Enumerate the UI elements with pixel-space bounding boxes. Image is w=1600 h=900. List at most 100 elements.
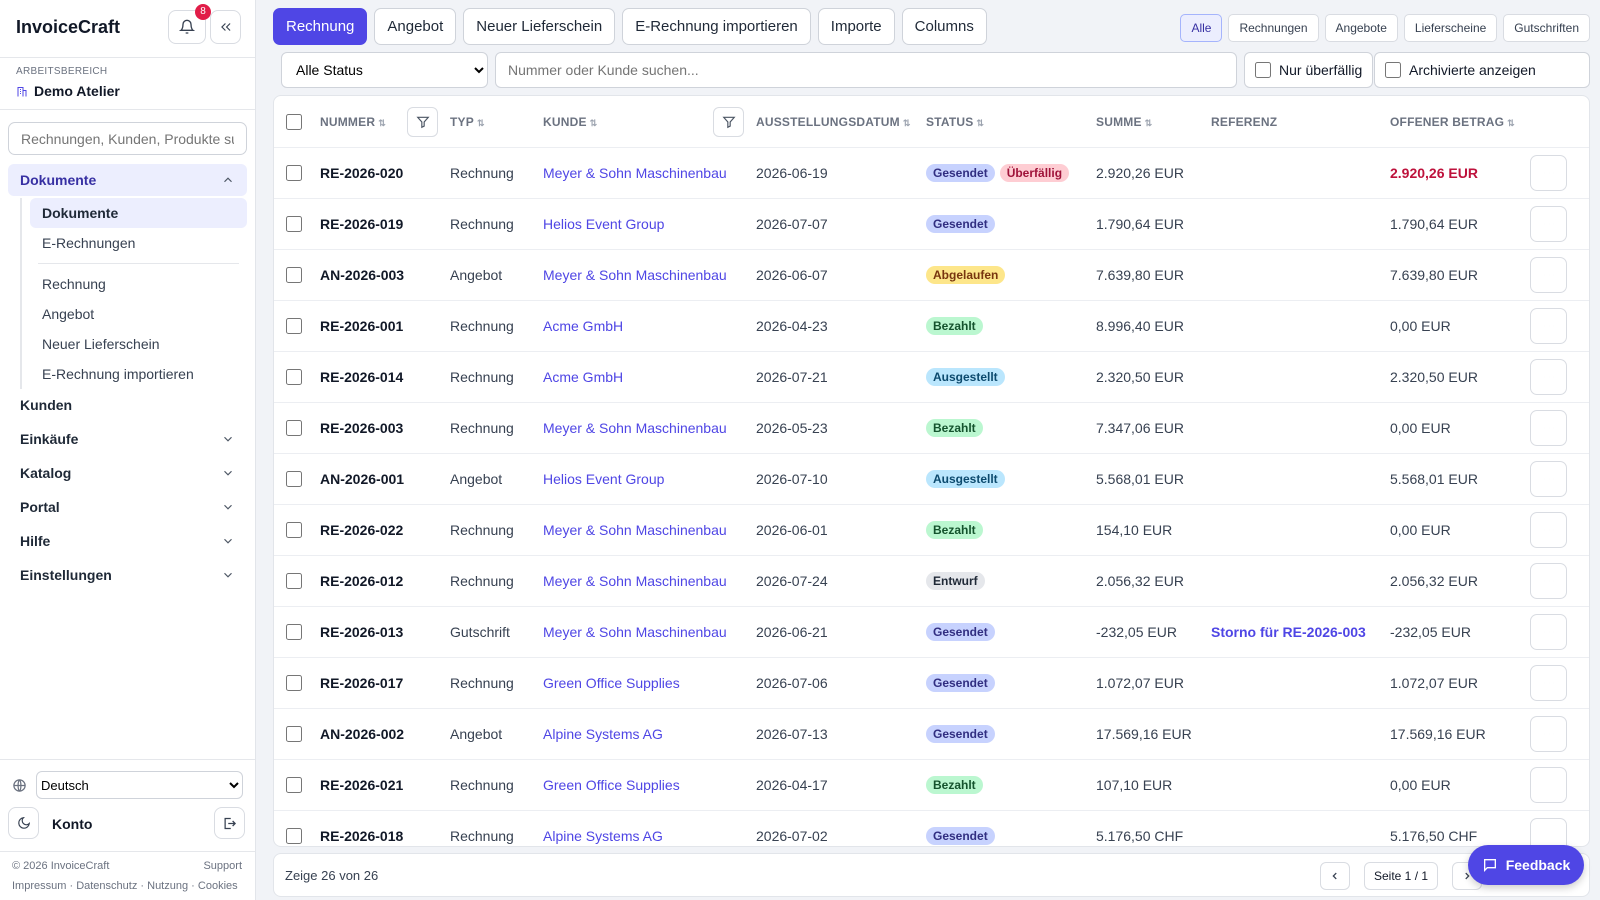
checkbox[interactable] (1255, 62, 1271, 78)
row-menu[interactable] (1530, 512, 1567, 548)
column-label[interactable]: STATUS (926, 115, 984, 129)
action-button[interactable]: Importe (817, 8, 895, 45)
sidebar-search[interactable] (8, 122, 247, 155)
notifications-button[interactable]: 8 (168, 4, 211, 44)
document-number[interactable]: AN-2026-002 (320, 726, 405, 742)
type-filter[interactable]: Lieferscheine (1403, 14, 1498, 42)
action-button[interactable]: Rechnung (273, 8, 368, 45)
row-checkbox[interactable] (286, 420, 302, 436)
document-number[interactable]: RE-2026-014 (320, 369, 404, 385)
select-all[interactable] (286, 113, 302, 130)
support-link[interactable]: Support (203, 860, 242, 872)
type-filter[interactable]: Rechnungen (1228, 14, 1319, 42)
row-menu[interactable] (1530, 206, 1567, 242)
document-number[interactable]: RE-2026-022 (320, 522, 404, 538)
nav-item[interactable]: Hilfe (8, 525, 247, 557)
row-checkbox[interactable] (286, 216, 302, 232)
document-number[interactable]: RE-2026-021 (320, 777, 404, 793)
row-checkbox[interactable] (286, 675, 302, 691)
legal-link[interactable]: Cookies (188, 880, 238, 892)
subnav-action[interactable]: Neuer Lieferschein (42, 336, 160, 352)
customer-link[interactable]: Alpine Systems AG (543, 726, 663, 742)
row-checkbox[interactable] (286, 522, 302, 538)
overdue-filter[interactable]: Nur überfällig (1244, 52, 1374, 88)
row-checkbox[interactable] (286, 726, 302, 742)
row-checkbox[interactable] (286, 471, 302, 487)
document-search[interactable] (495, 52, 1237, 88)
subnav-action[interactable]: Rechnung (42, 276, 106, 292)
nav-item[interactable]: Portal (8, 491, 247, 523)
document-number[interactable]: RE-2026-018 (320, 828, 404, 844)
checkbox[interactable] (1385, 62, 1401, 78)
row-checkbox[interactable] (286, 318, 302, 334)
prev-page[interactable] (1320, 862, 1350, 890)
language-select[interactable]: Deutsch (36, 771, 243, 799)
nav-item[interactable]: Dokumente (8, 164, 247, 196)
document-number[interactable]: RE-2026-013 (320, 624, 404, 640)
nav-item[interactable]: Einkäufe (8, 423, 247, 455)
row-menu[interactable] (1530, 563, 1567, 599)
column-label[interactable]: KUNDE (543, 115, 597, 129)
nav-item[interactable]: Einstellungen (8, 559, 247, 591)
customer-link[interactable]: Green Office Supplies (543, 777, 680, 793)
customer-link[interactable]: Acme GmbH (543, 318, 624, 334)
action-button[interactable]: Columns (901, 8, 987, 45)
legal-link[interactable]: Impressum (12, 880, 67, 892)
column-label[interactable]: SUMME (1096, 115, 1152, 129)
action-button[interactable]: Angebot (374, 8, 457, 45)
action-button[interactable]: Neuer Lieferschein (463, 8, 616, 45)
nav-item[interactable]: Katalog (8, 457, 247, 489)
document-number[interactable]: AN-2026-003 (320, 267, 405, 283)
action-button[interactable]: E-Rechnung importieren (622, 8, 811, 45)
type-filter[interactable]: Gutschriften (1503, 14, 1590, 42)
type-filter[interactable]: Angebote (1324, 14, 1398, 42)
customer-link[interactable]: Meyer & Sohn Maschinenbau (543, 522, 727, 538)
document-number[interactable]: AN-2026-001 (320, 471, 405, 487)
customer-link[interactable]: Green Office Supplies (543, 675, 680, 691)
subnav-action[interactable]: Angebot (42, 306, 95, 322)
row-checkbox[interactable] (286, 624, 302, 640)
row-menu[interactable] (1530, 155, 1567, 191)
row-checkbox[interactable] (286, 369, 302, 385)
document-number[interactable]: RE-2026-001 (320, 318, 404, 334)
collapse-button[interactable] (210, 10, 241, 44)
legal-link[interactable]: Nutzung (137, 880, 188, 892)
document-number[interactable]: RE-2026-003 (320, 420, 404, 436)
column-filter[interactable] (713, 106, 744, 137)
subnav-action[interactable]: E-Rechnung importieren (42, 366, 194, 382)
theme-toggle[interactable] (8, 807, 39, 839)
column-label[interactable]: TYP (450, 115, 485, 129)
customer-link[interactable]: Acme GmbH (543, 369, 624, 385)
legal-link[interactable]: Datenschutz (66, 880, 137, 892)
row-menu[interactable] (1530, 665, 1567, 701)
document-number[interactable]: RE-2026-017 (320, 675, 404, 691)
customer-link[interactable]: Meyer & Sohn Maschinenbau (543, 420, 727, 436)
row-menu[interactable] (1530, 716, 1567, 752)
logout-button[interactable] (214, 807, 245, 839)
customer-link[interactable]: Alpine Systems AG (543, 828, 663, 844)
subnav-item[interactable]: Dokumente (30, 198, 247, 228)
row-menu[interactable] (1530, 308, 1567, 344)
row-checkbox[interactable] (286, 165, 302, 181)
customer-link[interactable]: Helios Event Group (543, 216, 665, 232)
row-menu[interactable] (1530, 818, 1567, 846)
row-menu[interactable] (1530, 767, 1567, 803)
document-number[interactable]: RE-2026-019 (320, 216, 404, 232)
column-filter[interactable] (407, 106, 438, 137)
customer-link[interactable]: Meyer & Sohn Maschinenbau (543, 573, 727, 589)
row-menu[interactable] (1530, 359, 1567, 395)
reference-link[interactable]: Storno für RE-2026-003 (1211, 624, 1366, 640)
row-checkbox[interactable] (286, 828, 302, 844)
row-checkbox[interactable] (286, 777, 302, 793)
row-menu[interactable] (1530, 461, 1567, 497)
subnav-item[interactable]: E-Rechnungen (42, 235, 136, 251)
row-checkbox[interactable] (286, 267, 302, 283)
row-menu[interactable] (1530, 410, 1567, 446)
document-number[interactable]: RE-2026-020 (320, 165, 404, 181)
row-checkbox[interactable] (286, 573, 302, 589)
customer-link[interactable]: Helios Event Group (543, 471, 665, 487)
nav-item[interactable]: Kunden (8, 389, 247, 421)
row-menu[interactable] (1530, 257, 1567, 293)
feedback-button[interactable]: Feedback (1468, 845, 1584, 885)
customer-link[interactable]: Meyer & Sohn Maschinenbau (543, 624, 727, 640)
